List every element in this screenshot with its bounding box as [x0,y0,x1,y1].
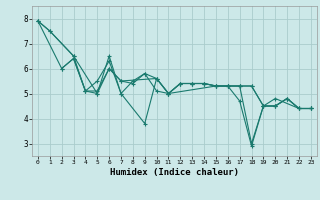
X-axis label: Humidex (Indice chaleur): Humidex (Indice chaleur) [110,168,239,177]
